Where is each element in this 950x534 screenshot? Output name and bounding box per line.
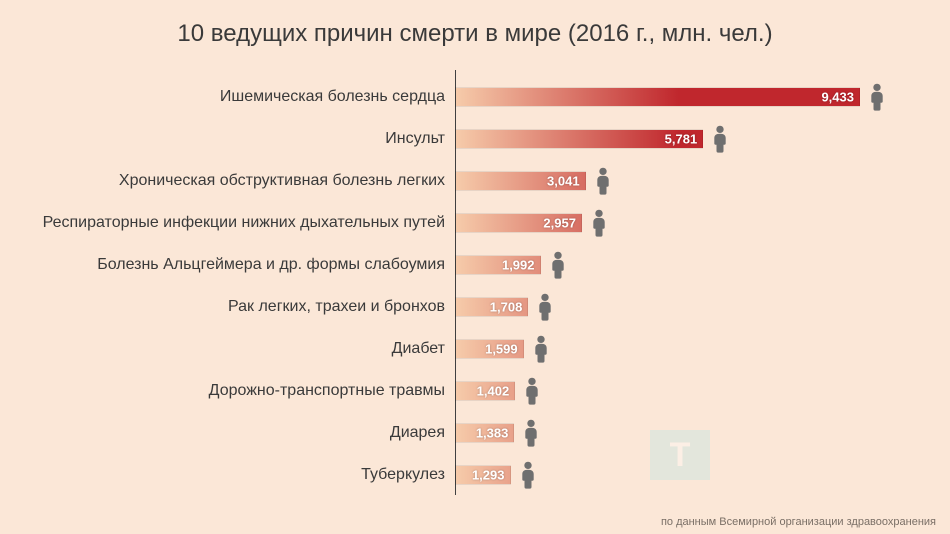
person-icon: [592, 167, 614, 195]
bar-row: Диарея 1,383: [0, 412, 950, 454]
bar: 1,599: [455, 339, 524, 359]
bar-label: Диарея: [0, 424, 445, 442]
bar-row: Диабет 1,599: [0, 328, 950, 370]
person-icon: [547, 251, 569, 279]
bar-row: Ишемическая болезнь сердца 9,433: [0, 76, 950, 118]
bar-row: Респираторные инфекции нижних дыхательны…: [0, 202, 950, 244]
bar-rows: Ишемическая болезнь сердца 9,433 Инсульт 5…: [0, 76, 950, 496]
chart-container: 10 ведущих причин смерти в мире (2016 г.…: [0, 0, 950, 534]
person-icon: [534, 293, 556, 321]
bar: 1,708: [455, 297, 528, 317]
person-icon: [588, 209, 610, 237]
person-icon: [521, 377, 543, 405]
person-icon: [866, 83, 888, 111]
bar-label: Хроническая обструктивная болезнь легких: [0, 172, 445, 190]
bar-row: Хроническая обструктивная болезнь легких…: [0, 160, 950, 202]
bar-label: Инсульт: [0, 130, 445, 148]
person-icon: [530, 335, 552, 363]
bar: 3,041: [455, 171, 586, 191]
bar: 1,992: [455, 255, 541, 275]
bar-value: 9,433: [821, 90, 854, 105]
person-icon: [520, 419, 542, 447]
bar-value: 1,992: [502, 258, 535, 273]
bar-value: 1,293: [472, 468, 505, 483]
bar-label: Болезнь Альцгеймера и др. формы слабоуми…: [0, 256, 445, 274]
bar-value: 1,599: [485, 342, 518, 357]
bar-label: Рак легких, трахеи и бронхов: [0, 298, 445, 316]
bar-label: Ишемическая болезнь сердца: [0, 88, 445, 106]
bar-value: 1,402: [477, 384, 510, 399]
bar: 1,402: [455, 381, 515, 401]
source-footnote: по данным Всемирной организации здравоох…: [661, 516, 936, 528]
bar-value: 1,708: [490, 300, 523, 315]
bar-row: Дорожно-транспортные травмы 1,402: [0, 370, 950, 412]
bar: 5,781: [455, 129, 703, 149]
person-icon: [709, 125, 731, 153]
bar: 1,383: [455, 423, 514, 443]
person-icon: [517, 461, 539, 489]
bar-value: 2,957: [543, 216, 576, 231]
bar: 1,293: [455, 465, 511, 485]
bar-value: 1,383: [476, 426, 509, 441]
bar-value: 5,781: [665, 132, 698, 147]
bar-value: 3,041: [547, 174, 580, 189]
bar-label: Туберкулез: [0, 466, 445, 484]
chart-title: 10 ведущих причин смерти в мире (2016 г.…: [0, 20, 950, 48]
bar-label: Респираторные инфекции нижних дыхательны…: [0, 214, 445, 232]
bar-label: Дорожно-транспортные травмы: [0, 382, 445, 400]
bar-label: Диабет: [0, 340, 445, 358]
bar-row: Инсульт 5,781: [0, 118, 950, 160]
bar-row: Рак легких, трахеи и бронхов 1,708: [0, 286, 950, 328]
bar-row: Туберкулез 1,293: [0, 454, 950, 496]
bar: 9,433: [455, 87, 860, 107]
bar: 2,957: [455, 213, 582, 233]
bar-row: Болезнь Альцгеймера и др. формы слабоуми…: [0, 244, 950, 286]
